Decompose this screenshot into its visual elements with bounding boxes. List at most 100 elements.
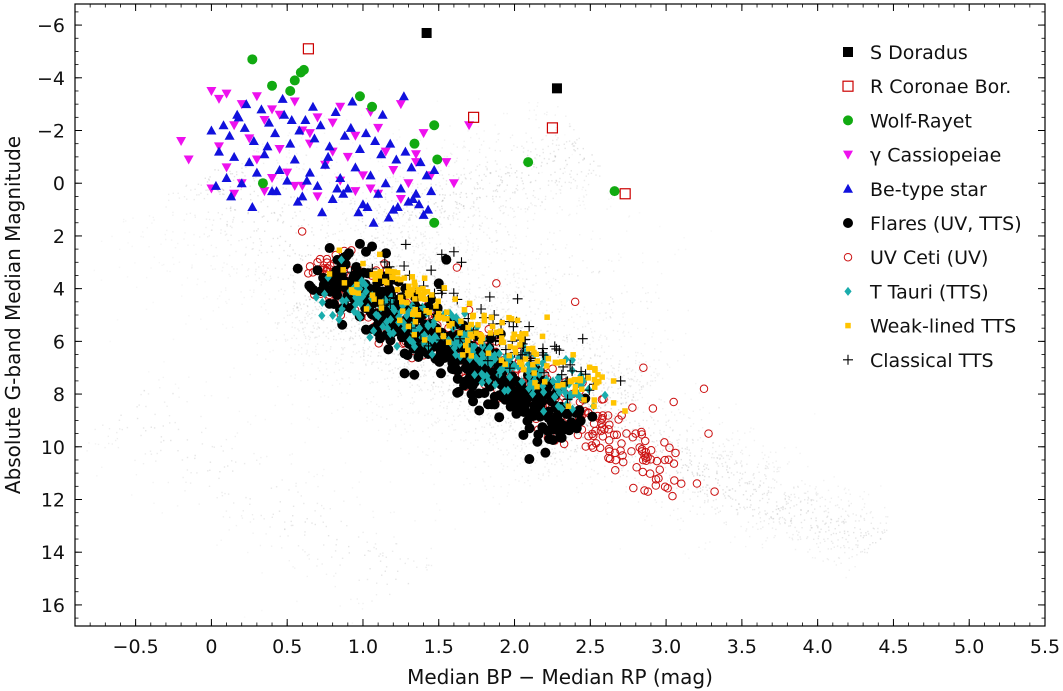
field-star-point xyxy=(401,215,404,218)
field-star-point xyxy=(293,334,295,337)
field-star-point xyxy=(562,348,564,350)
field-star-point xyxy=(505,408,508,411)
field-star-point xyxy=(502,291,504,293)
field-star-point xyxy=(617,468,619,470)
field-star-point xyxy=(665,421,667,423)
field-star-point xyxy=(715,493,718,495)
field-star-point xyxy=(405,268,407,270)
field-star-point xyxy=(723,445,726,448)
field-star-point xyxy=(457,305,459,307)
field-star-point xyxy=(530,442,532,444)
field-star-point xyxy=(689,498,691,500)
field-star-point xyxy=(500,176,503,178)
field-star-point xyxy=(235,171,238,173)
field-star-point xyxy=(272,349,274,352)
field-star-point xyxy=(200,184,202,186)
field-star-point xyxy=(782,505,784,508)
field-star-point xyxy=(682,464,684,466)
field-star-point xyxy=(530,151,532,153)
field-star-point xyxy=(570,187,572,190)
field-star-point xyxy=(454,294,456,297)
field-star-point xyxy=(670,411,673,413)
field-star-point xyxy=(492,444,494,446)
field-star-point xyxy=(451,423,453,426)
field-star-point xyxy=(535,114,537,116)
field-star-point xyxy=(299,145,301,147)
field-star-point xyxy=(373,262,376,265)
field-star-point xyxy=(757,528,759,530)
field-star-point xyxy=(100,240,103,242)
field-star-point xyxy=(812,499,815,501)
field-star-point xyxy=(804,483,806,485)
field-star-point xyxy=(774,479,776,481)
field-star-point xyxy=(583,158,585,160)
field-star-point xyxy=(276,220,279,222)
field-star-point xyxy=(697,465,699,468)
field-star-point xyxy=(736,509,738,511)
field-star-point xyxy=(696,474,699,476)
field-star-point xyxy=(400,394,403,396)
field-star-point xyxy=(474,416,476,418)
field-star-point xyxy=(514,455,517,457)
field-star-point xyxy=(596,440,599,443)
field-star-point xyxy=(528,442,530,445)
field-star-point xyxy=(145,308,148,310)
field-star-point xyxy=(707,501,709,503)
field-star-point xyxy=(405,221,408,224)
field-star-point xyxy=(185,213,188,215)
field-star-point xyxy=(726,469,728,471)
field-star-point xyxy=(315,175,318,177)
field-star-point xyxy=(405,431,408,433)
field-star-point xyxy=(525,347,527,350)
field-star-point xyxy=(542,138,544,141)
field-star-point xyxy=(852,513,854,515)
field-star-point xyxy=(745,530,747,532)
field-star-point xyxy=(600,394,602,396)
field-star-point xyxy=(577,328,579,330)
field-star-point xyxy=(877,527,879,530)
field-star-point xyxy=(641,386,643,388)
field-star-point xyxy=(461,264,463,267)
field-star-point xyxy=(438,264,441,266)
field-star-point xyxy=(663,430,665,433)
field-star-point xyxy=(784,447,786,449)
field-star-point xyxy=(308,338,311,341)
field-star-point xyxy=(501,439,503,441)
field-star-point xyxy=(306,351,308,353)
field-star-point xyxy=(494,433,496,435)
field-star-point xyxy=(299,210,301,213)
field-star-point xyxy=(689,417,691,419)
field-star-point xyxy=(311,363,313,365)
field-star-point xyxy=(410,171,413,173)
field-star-point xyxy=(172,211,174,214)
field-star-point xyxy=(635,399,637,402)
field-star-point xyxy=(567,372,569,375)
field-star-point xyxy=(752,515,754,517)
field-star-point xyxy=(132,217,134,219)
field-star-point xyxy=(546,330,548,332)
field-star-point xyxy=(735,403,737,405)
field-star-point xyxy=(282,278,284,280)
field-star-point xyxy=(766,461,768,463)
field-star-point xyxy=(256,342,258,345)
field-star-point xyxy=(509,206,512,209)
field-star-point xyxy=(427,413,429,415)
field-star-point xyxy=(390,239,393,242)
field-star-point xyxy=(539,450,542,452)
field-star-point xyxy=(632,396,634,398)
field-star-point xyxy=(654,380,657,382)
field-star-point xyxy=(453,429,455,431)
field-star-point xyxy=(590,313,593,315)
field-star-point xyxy=(294,348,296,351)
field-star-point xyxy=(454,201,457,203)
field-star-point xyxy=(305,337,307,340)
field-star-point xyxy=(475,428,477,430)
field-star-point xyxy=(367,322,369,325)
field-star-point xyxy=(321,224,323,226)
field-star-point xyxy=(815,519,817,522)
field-star-point xyxy=(706,464,708,466)
field-star-point xyxy=(458,314,460,316)
field-star-point xyxy=(711,429,713,432)
field-star-point xyxy=(704,475,706,478)
field-star-point xyxy=(290,196,292,198)
